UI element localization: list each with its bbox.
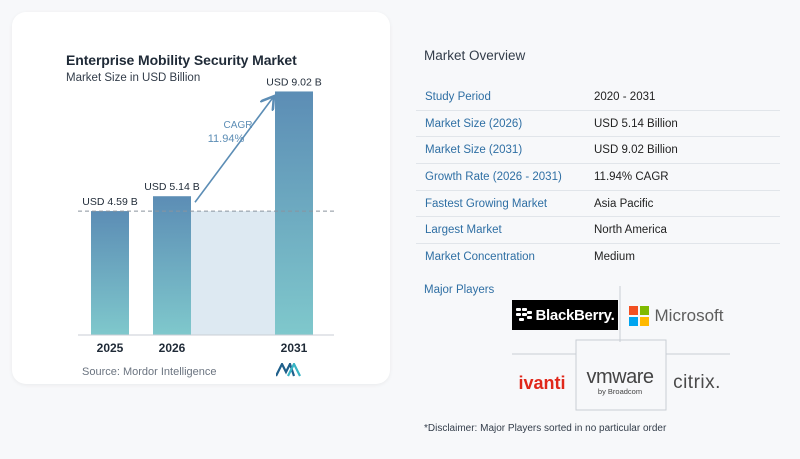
- chart-subtitle: Market Size in USD Billion: [66, 72, 201, 84]
- row-label: Largest Market: [425, 224, 502, 237]
- disclaimer: *Disclaimer: Major Players sorted in no …: [424, 423, 667, 434]
- row-label: Market Concentration: [425, 251, 535, 264]
- row-label: Market Size (2026): [425, 117, 523, 130]
- growth-band: [191, 211, 275, 335]
- overview-title: Market Overview: [424, 48, 526, 63]
- cagr-arrow: [194, 97, 273, 203]
- bar-2026: [153, 196, 191, 335]
- overview-row-study-period: Study Period 2020 - 2031: [416, 84, 780, 111]
- data-label-2031: USD 9.02 B: [266, 76, 321, 88]
- bar-2031: [275, 91, 313, 336]
- chart-title: Enterprise Mobility Security Market: [66, 52, 297, 68]
- row-value: North America: [594, 224, 667, 237]
- row-value: 2020 - 2031: [594, 90, 656, 103]
- microsoft-logo: Microsoft: [624, 303, 728, 329]
- data-label-2026: USD 5.14 B: [144, 181, 199, 193]
- blackberry-logo: BlackBerry.: [512, 300, 618, 330]
- x-tick-label-2025: 2025: [97, 341, 124, 355]
- chart-source: Source: Mordor Intelligence: [82, 366, 217, 378]
- citrix-name: citrix.: [673, 372, 721, 393]
- overview-row-concentration: Market Concentration Medium: [416, 244, 780, 271]
- row-value: 11.94% CAGR: [594, 170, 669, 183]
- players-title: Major Players: [424, 284, 495, 296]
- row-label: Study Period: [425, 90, 491, 103]
- overview-row-fastest-growing: Fastest Growing Market Asia Pacific: [416, 191, 780, 218]
- data-label-2025: USD 4.59 B: [82, 196, 137, 208]
- overview-row-market-size-2026: Market Size (2026) USD 5.14 Billion: [416, 111, 780, 138]
- cagr-value: 11.94%: [208, 133, 245, 145]
- vmware-name: vmware: [586, 366, 654, 388]
- blackberry-name: BlackBerry.: [535, 306, 615, 324]
- row-value: Medium: [594, 251, 635, 264]
- overview-row-growth-rate: Growth Rate (2026 - 2031) 11.94% CAGR: [416, 164, 780, 191]
- row-value: Asia Pacific: [594, 197, 654, 210]
- ivanti-logo: ivanti: [512, 370, 572, 396]
- blackberry-icon: [515, 308, 532, 322]
- microsoft-icon: [628, 306, 649, 326]
- row-label: Growth Rate (2026 - 2031): [425, 170, 562, 183]
- microsoft-name: Microsoft: [654, 306, 724, 325]
- cagr-label: CAGR: [224, 120, 253, 131]
- vmware-logo: vmware by Broadcom: [580, 358, 660, 404]
- citrix-logo: citrix.: [666, 370, 728, 396]
- bar-2025: [91, 211, 129, 335]
- overview-row-largest-market: Largest Market North America: [416, 217, 780, 245]
- overview-table: Study Period 2020 - 2031 Market Size (20…: [416, 84, 780, 271]
- overview-row-market-size-2031: Market Size (2031) USD 9.02 Billion: [416, 137, 780, 165]
- row-label: Fastest Growing Market: [425, 197, 548, 210]
- row-value: USD 9.02 Billion: [594, 144, 678, 157]
- ivanti-name: ivanti: [518, 372, 566, 393]
- row-label: Market Size (2031): [425, 144, 523, 157]
- x-tick-label-2026: 2026: [159, 341, 186, 355]
- mordor-logo-icon: [276, 363, 301, 377]
- x-tick-label-2031: 2031: [281, 341, 308, 355]
- row-value: USD 5.14 Billion: [594, 117, 678, 130]
- vmware-sub: by Broadcom: [597, 387, 643, 396]
